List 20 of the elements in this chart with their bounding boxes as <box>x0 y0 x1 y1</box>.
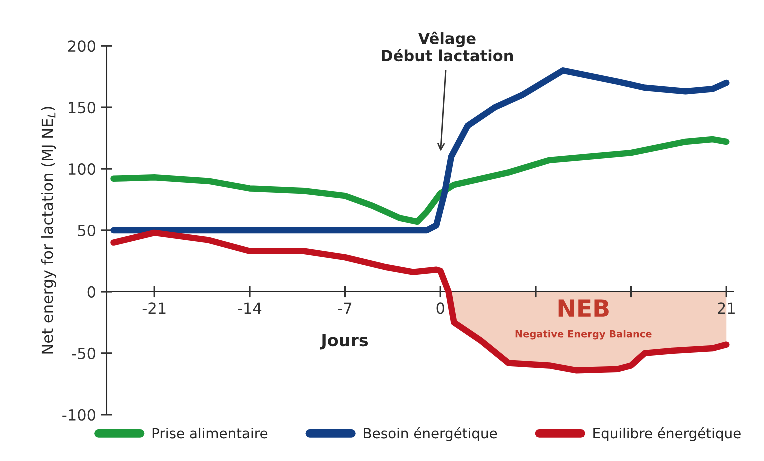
x-tick-label: -7 <box>338 302 352 314</box>
x-tick-label: 0 <box>436 302 444 314</box>
x-tick-label: -21 <box>142 302 166 314</box>
annotation: NEB <box>558 300 609 317</box>
x-tick-label: -14 <box>238 302 262 314</box>
y-tick-label: 0 <box>88 286 96 298</box>
legend-label: Prise alimentaire <box>152 428 268 439</box>
annotation: Negative Energy Balance <box>516 330 652 340</box>
y-tick-label: 100 <box>69 164 96 176</box>
legend-label: Besoin énergétique <box>364 427 498 442</box>
x-axis-title: Jours <box>320 334 368 350</box>
y-axis-title: Net energy for lactation (MJ NE$_{L}$) <box>41 107 56 354</box>
legend-label: Equilibre énergétique <box>594 427 741 442</box>
y-tick-label: 50 <box>78 224 96 237</box>
y-tick-label: 200 <box>68 40 96 52</box>
y-tick-label: -50 <box>72 348 96 360</box>
y-tick-label: 150 <box>69 102 96 114</box>
y-tick-label: -100 <box>62 409 96 421</box>
annotation: Vêlage Début lactation <box>382 32 514 62</box>
x-tick-label: 21 <box>718 302 735 314</box>
